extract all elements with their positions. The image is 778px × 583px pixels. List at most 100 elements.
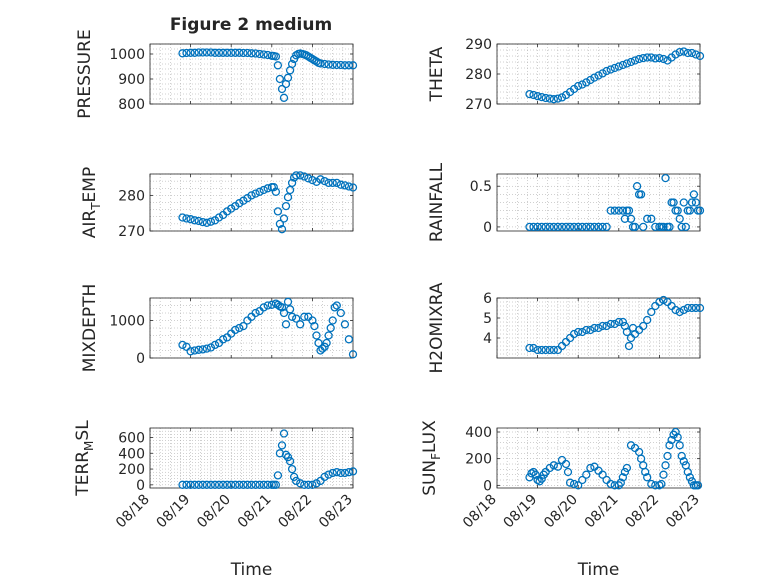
data-point [578, 80, 587, 89]
data-point [541, 93, 550, 103]
data-point [641, 467, 650, 477]
data-point [348, 467, 358, 476]
data-point [661, 173, 670, 183]
data-point [614, 206, 623, 215]
data-point [673, 206, 682, 215]
x-tick-label: 08/23 [663, 492, 703, 532]
data-point [533, 222, 542, 232]
data-point [525, 343, 534, 353]
y-tick-label: 270 [465, 97, 492, 113]
data-point [685, 473, 695, 482]
data-point [255, 187, 264, 196]
data-point [296, 171, 305, 180]
data-point [182, 480, 191, 489]
data-point [659, 470, 668, 479]
data-point [671, 427, 680, 437]
y-tick-label: 280 [465, 67, 492, 83]
data-point [210, 48, 220, 57]
data-point [336, 180, 345, 189]
data-point [285, 457, 295, 466]
data-point [296, 479, 305, 488]
data-point [283, 297, 293, 306]
data-point [582, 78, 591, 87]
data-point [332, 60, 341, 70]
data-point [636, 190, 646, 199]
data-point [202, 48, 211, 57]
data-point [320, 176, 329, 186]
data-point [300, 312, 309, 321]
data-point [569, 329, 579, 339]
data-point [322, 338, 331, 348]
data-point [283, 453, 293, 462]
data-point [218, 48, 228, 57]
data-point [259, 480, 268, 489]
data-point [529, 90, 538, 100]
data-point [324, 470, 333, 479]
data-point [300, 480, 309, 489]
y-tick-label: 200 [118, 462, 145, 478]
data-point [610, 206, 619, 215]
data-point [206, 343, 216, 352]
data-point [289, 472, 299, 482]
data-point [310, 321, 319, 331]
data-point [643, 53, 652, 62]
data-point [553, 94, 563, 103]
data-point [574, 222, 583, 232]
data-point [535, 477, 544, 486]
data-point [178, 49, 187, 58]
data-point [186, 347, 195, 356]
data-point [602, 321, 611, 331]
data-point [683, 467, 692, 477]
data-point [553, 222, 563, 232]
data-point [677, 451, 686, 461]
data-point [182, 48, 191, 58]
data-point [324, 331, 333, 340]
data-point [574, 327, 583, 337]
data-point [675, 214, 684, 223]
data-point [618, 206, 628, 215]
data-point [263, 480, 272, 489]
data-point [618, 317, 628, 327]
data-point [687, 303, 697, 313]
data-point [318, 344, 327, 353]
x-tick-label: 08/22 [275, 492, 315, 532]
data-point [277, 303, 287, 312]
data-point [669, 198, 678, 207]
y-tick-label: 400 [465, 425, 492, 441]
data-point [549, 461, 558, 470]
data-point [606, 206, 615, 215]
data-point [247, 480, 256, 489]
y-tick-label: 290 [465, 37, 492, 53]
data-point [328, 468, 337, 478]
data-point [598, 222, 607, 232]
data-point [643, 473, 652, 482]
y-tick-label: 1000 [109, 47, 145, 63]
data-point [549, 222, 558, 232]
data-point [695, 51, 705, 61]
data-point [553, 462, 563, 471]
data-point [235, 48, 244, 57]
data-point [340, 61, 350, 70]
y-tick-label: 0 [483, 478, 492, 494]
data-point [194, 216, 203, 226]
data-point [616, 478, 625, 487]
data-point [222, 480, 232, 489]
data-point [632, 182, 642, 191]
data-point [533, 345, 542, 355]
data-point [202, 218, 211, 227]
data-point [283, 73, 293, 82]
data-point [214, 213, 224, 222]
y-tick-label: 6 [483, 291, 492, 307]
y-tick-label: 280 [118, 188, 145, 204]
data-point [320, 59, 329, 69]
data-point [681, 222, 690, 232]
y-axis-label: AIRTEMP [80, 167, 103, 238]
data-point [657, 479, 666, 489]
axes-box [496, 427, 701, 489]
data-point [340, 181, 350, 190]
data-point [332, 301, 341, 310]
data-point [231, 325, 240, 335]
data-point [304, 480, 313, 489]
x-axis-label: Time [577, 560, 620, 580]
